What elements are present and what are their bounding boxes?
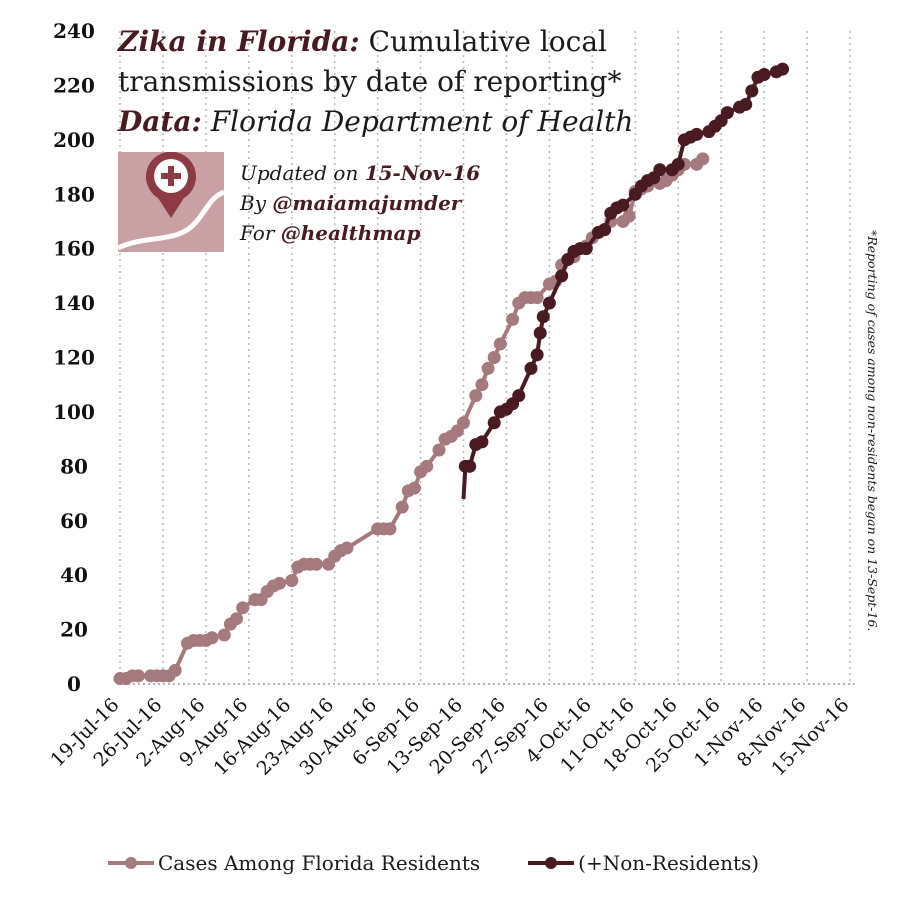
legend-label-non-residents: (+Non-Residents): [578, 851, 760, 875]
data-point: [696, 152, 710, 166]
data-point: [530, 348, 544, 362]
info-box: Updated on 15-Nov-16 By @maiamajumder Fo…: [240, 158, 480, 248]
data-point: [487, 351, 501, 364]
legend-item-non-residents: (+Non-Residents): [528, 848, 759, 878]
y-tick-label: 80: [60, 454, 88, 478]
legend: Cases Among Florida Residents (+Non-Resi…: [108, 848, 807, 878]
updated-date: 15-Nov-16: [364, 161, 481, 185]
y-tick-label: 200: [53, 128, 95, 152]
series-layer: [113, 62, 790, 686]
data-point: [542, 296, 556, 310]
data-point: [720, 106, 734, 120]
y-tick-label: 220: [53, 73, 95, 97]
data-point: [457, 416, 471, 430]
data-point: [598, 223, 612, 237]
data-point: [230, 612, 244, 626]
data-point: [536, 310, 550, 324]
legend-swatch-residents: [108, 857, 154, 869]
data-point: [493, 337, 507, 351]
side-note: *Reporting of cases among non-residents …: [865, 230, 880, 632]
data-point: [757, 68, 771, 82]
chart-title: Zika in Florida: Cumulative local transm…: [118, 22, 758, 142]
data-point: [622, 209, 636, 223]
y-tick-label: 120: [53, 346, 95, 370]
updated-prefix: Updated on: [240, 161, 365, 185]
data-point: [469, 389, 483, 403]
data-point: [432, 443, 446, 457]
data-point: [487, 416, 501, 430]
data-point: [168, 663, 182, 677]
y-tick-label: 240: [53, 19, 95, 43]
data-point: [340, 541, 354, 555]
title-line1: Cumulative local: [359, 25, 607, 58]
data-point: [272, 576, 286, 590]
y-tick-label: 100: [53, 400, 95, 424]
data-point: [236, 601, 250, 615]
data-point: [285, 574, 299, 588]
data-point: [131, 669, 145, 683]
y-tick-label: 180: [53, 182, 95, 206]
data-point: [463, 459, 477, 473]
data-point: [395, 500, 409, 514]
data-point: [776, 62, 790, 76]
data-point: [524, 361, 538, 375]
title-line2: transmissions by date of reporting*: [118, 65, 622, 98]
data-point: [530, 291, 544, 305]
y-tick-label: 20: [60, 618, 88, 642]
data-point: [745, 84, 759, 98]
y-tick-label: 160: [53, 237, 95, 261]
data-point: [475, 378, 489, 392]
for-prefix: For: [240, 221, 281, 245]
data-point: [481, 361, 495, 375]
legend-item-residents: Cases Among Florida Residents: [108, 848, 480, 878]
author-handle: @maiamajumder: [272, 191, 462, 215]
data-point: [533, 326, 547, 340]
data-point: [217, 628, 231, 642]
data-label: Data:: [118, 105, 202, 138]
data-point: [205, 631, 219, 645]
data-point: [407, 481, 421, 495]
healthmap-map-pin-plus-icon: [116, 151, 226, 252]
data-point: [309, 557, 323, 571]
data-point: [475, 435, 489, 449]
legend-label-residents: Cases Among Florida Residents: [158, 851, 481, 875]
data-point: [579, 242, 593, 256]
series-non-residents: [458, 62, 790, 500]
y-tick-label: 40: [60, 563, 88, 587]
legend-swatch-non-residents: [528, 857, 575, 869]
data-point: [653, 163, 667, 177]
title-accent: Zika in Florida:: [118, 25, 360, 58]
data-point: [512, 389, 526, 403]
data-point: [383, 522, 397, 536]
y-tick-label: 0: [67, 672, 81, 696]
data-point: [420, 459, 434, 473]
data-point: [616, 198, 630, 212]
data-point: [555, 269, 569, 283]
data-point: [739, 97, 753, 111]
org-handle: @healthmap: [280, 221, 421, 245]
y-tick-label: 140: [53, 291, 95, 315]
data-point: [690, 127, 704, 141]
y-tick-label: 60: [60, 509, 88, 533]
data-point: [671, 157, 685, 171]
by-prefix: By: [240, 191, 273, 215]
data-point: [506, 312, 520, 326]
data-source: Florida Department of Health: [201, 105, 634, 138]
